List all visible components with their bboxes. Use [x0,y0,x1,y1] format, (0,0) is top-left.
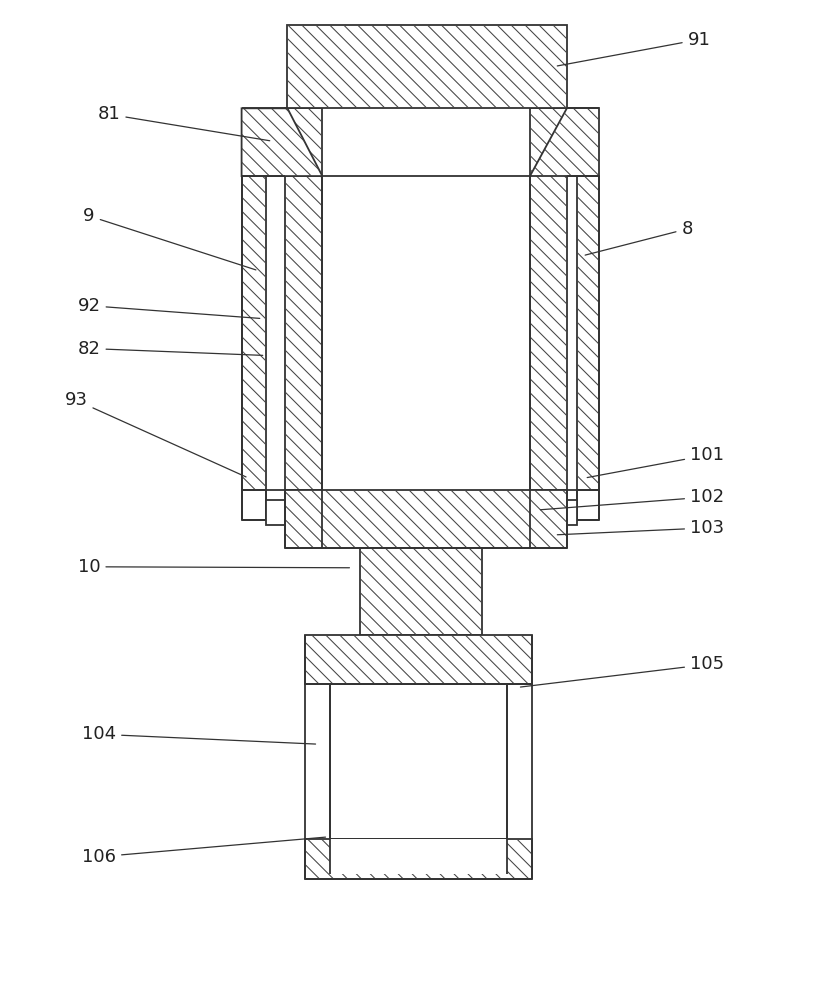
Bar [566,500,577,525]
Polygon shape [529,108,599,176]
Bar [331,684,507,839]
Text: 93: 93 [65,391,246,477]
Polygon shape [285,108,322,490]
Bar [577,490,599,520]
Bar [322,176,529,490]
Text: 106: 106 [82,837,326,866]
Bar [265,500,285,525]
Polygon shape [288,25,566,108]
Polygon shape [285,490,566,548]
Polygon shape [577,176,599,490]
Polygon shape [529,108,566,490]
Text: 103: 103 [557,519,724,537]
Text: 101: 101 [587,446,724,478]
Text: 9: 9 [83,207,256,270]
Polygon shape [242,176,265,490]
Text: 104: 104 [82,725,315,744]
Polygon shape [360,548,482,635]
Text: 91: 91 [557,31,711,66]
Polygon shape [305,839,532,879]
Text: 92: 92 [77,297,260,318]
Polygon shape [305,635,532,684]
Text: 8: 8 [585,220,693,255]
Text: 10: 10 [78,558,350,576]
Polygon shape [242,108,322,176]
Text: 105: 105 [520,655,724,687]
Text: 102: 102 [540,488,724,510]
Text: 82: 82 [78,340,263,358]
Bar [242,490,265,520]
Text: 81: 81 [97,105,270,141]
Bar [331,839,507,874]
